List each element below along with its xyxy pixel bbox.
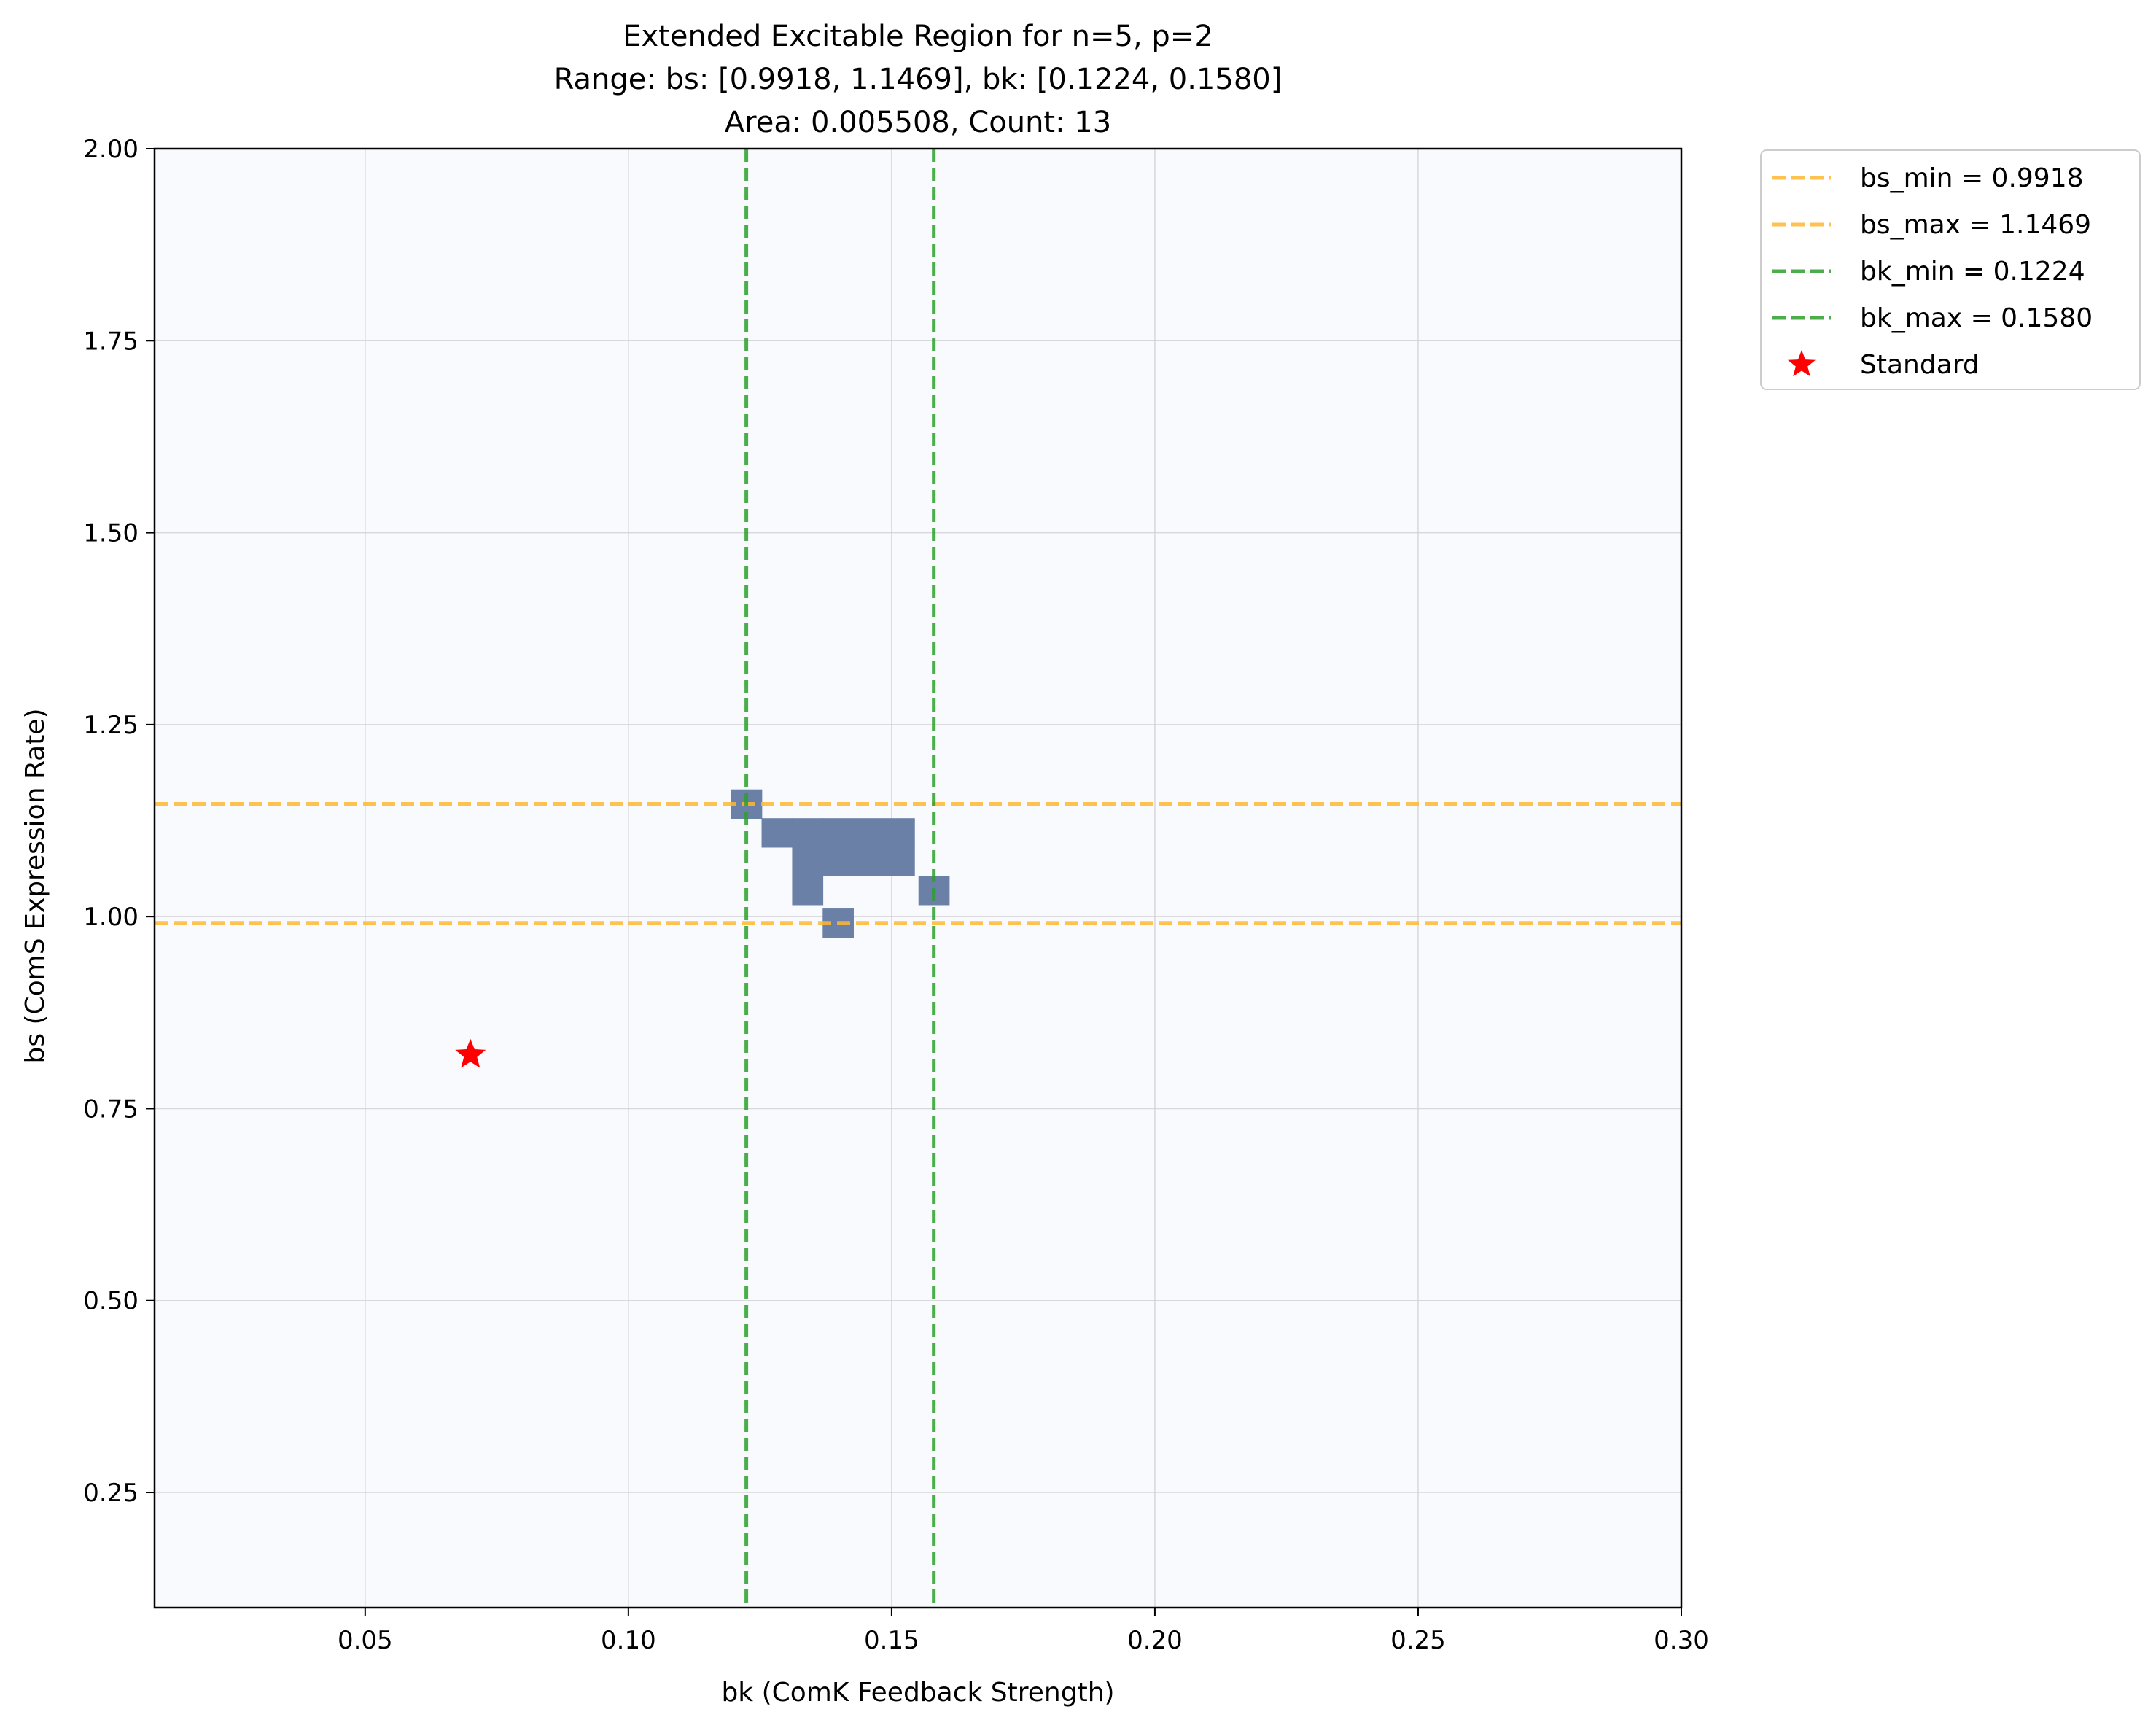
region-cell-8: [853, 847, 884, 876]
x-axis-label: bk (ComK Feedback Strength): [721, 1678, 1114, 1708]
x-tick-label-5: 0.30: [1654, 1626, 1709, 1655]
plot-area: [155, 149, 1681, 1608]
legend-label-bk-max: bk_max = 0.1580: [1860, 303, 2093, 333]
y-tick-label-4: 1.25: [83, 711, 139, 740]
region-cell-1: [761, 818, 793, 848]
legend-swatch-standard: [1788, 350, 1816, 377]
threshold-lines: [155, 149, 1681, 1608]
region-cell-9: [884, 847, 915, 876]
standard-marker-star: [455, 1038, 486, 1068]
legend: bs_min = 0.9918 bs_max = 1.1469 bk_min = 0…: [1760, 149, 2141, 390]
plot-border: [153, 147, 1683, 1609]
x-tick-label-1: 0.10: [601, 1626, 656, 1655]
axis-ticks: 0.05 0.10 0.15 0.20 0.25 0.30 0.25 0.50 0.75 1.00…: [83, 135, 1709, 1655]
y-tick-label-2: 0.75: [83, 1094, 139, 1124]
x-tick-label-3: 0.20: [1127, 1626, 1183, 1655]
region-cell-7: [822, 847, 854, 876]
legend-label-bk-min: bk_min = 0.1224: [1860, 257, 2085, 287]
y-tick-label-1: 0.50: [83, 1287, 139, 1316]
region-cell-2: [792, 818, 824, 848]
region-cell-3: [822, 818, 854, 848]
y-tick-label-7: 2.00: [83, 135, 139, 164]
legend-label-bs-min: bs_min = 0.9918: [1860, 163, 2084, 193]
standard-marker-layer: [455, 1038, 486, 1068]
y-tick-label-3: 1.00: [83, 903, 139, 932]
region-cell-4: [853, 818, 884, 848]
plot-background: [155, 149, 1681, 1608]
y-tick-label-5: 1.50: [83, 519, 139, 548]
chart-title-line-3: Area: 0.005508, Count: 13: [725, 106, 1111, 139]
plot-frame: [153, 147, 1683, 1609]
y-axis-label: bs (ComS Expression Rate): [20, 708, 50, 1063]
region-cell-10: [792, 876, 824, 906]
legend-label-bs-max: bs_max = 1.1469: [1860, 210, 2091, 240]
x-tick-label-0: 0.05: [338, 1626, 393, 1655]
chart-title-line-2: Range: bs: [0.9918, 1.1469], bk: [0.1224…: [554, 63, 1283, 96]
region-cell-5: [884, 818, 915, 848]
x-tick-label-4: 0.25: [1390, 1626, 1446, 1655]
chart-title-line-1: Extended Excitable Region for n=5, p=2: [623, 20, 1213, 53]
chart-title: Extended Excitable Region for n=5, p=2 R…: [554, 20, 1283, 139]
y-tick-label-0: 0.25: [83, 1479, 139, 1508]
legend-label-standard: Standard: [1860, 350, 1980, 380]
y-tick-label-6: 1.75: [83, 327, 139, 356]
x-tick-label-2: 0.15: [864, 1626, 919, 1655]
legend-box: [1760, 149, 2141, 390]
region-cell-6: [792, 847, 824, 876]
